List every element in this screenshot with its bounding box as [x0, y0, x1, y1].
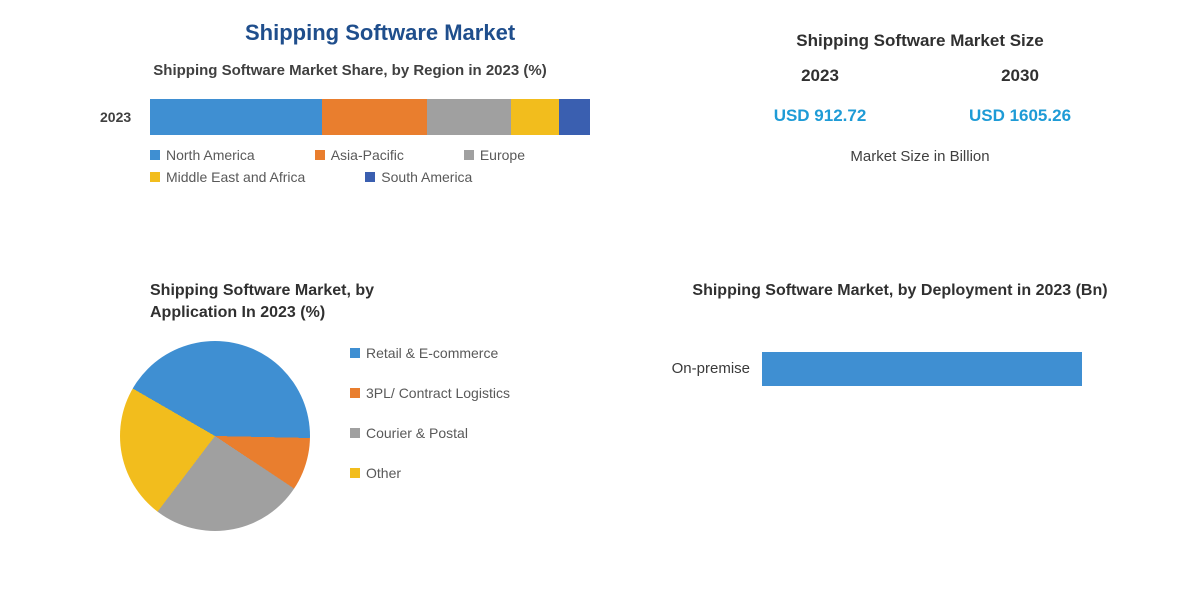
application-chart: Shipping Software Market, by Application… — [120, 280, 580, 531]
legend-swatch — [350, 388, 360, 398]
page-title: Shipping Software Market — [245, 20, 515, 46]
deployment-rows: On-premise — [650, 352, 1150, 386]
application-chart-title: Shipping Software Market, by Application… — [150, 280, 450, 323]
legend-swatch — [464, 150, 474, 160]
legend-swatch — [350, 348, 360, 358]
size-subtitle: Market Size in Billion — [720, 148, 1120, 165]
legend-item: Retail & E-commerce — [350, 345, 510, 361]
legend-label: Courier & Postal — [366, 425, 468, 441]
size-year: 2030 — [940, 66, 1100, 86]
region-segment — [150, 99, 322, 135]
region-legend: North America Asia-Pacific Europe Middle Ea… — [150, 147, 590, 185]
region-share-chart: Shipping Software Market Share, by Regio… — [100, 60, 600, 185]
size-year: 2023 — [740, 66, 900, 86]
size-panel-title: Shipping Software Market Size — [720, 30, 1120, 52]
legend-item: Courier & Postal — [350, 425, 510, 441]
region-segment — [511, 99, 559, 135]
region-chart-title: Shipping Software Market Share, by Regio… — [100, 60, 600, 81]
deployment-chart-title: Shipping Software Market, by Deployment … — [650, 280, 1150, 302]
region-segment — [427, 99, 511, 135]
legend-swatch — [350, 468, 360, 478]
deployment-label: On-premise — [650, 360, 750, 377]
legend-item: North America — [150, 147, 255, 163]
legend-item: Europe — [464, 147, 525, 163]
legend-label: North America — [166, 147, 255, 163]
region-year-label: 2023 — [100, 109, 140, 125]
size-value: USD 1605.26 — [940, 106, 1100, 126]
legend-label: 3PL/ Contract Logistics — [366, 385, 510, 401]
legend-label: Middle East and Africa — [166, 169, 305, 185]
legend-item: South America — [365, 169, 472, 185]
legend-swatch — [350, 428, 360, 438]
deployment-chart: Shipping Software Market, by Deployment … — [650, 280, 1150, 386]
deployment-row: On-premise — [650, 352, 1150, 386]
size-col-2030: 2030 USD 1605.26 — [940, 66, 1100, 126]
legend-label: Asia-Pacific — [331, 147, 404, 163]
application-pie — [120, 341, 310, 531]
size-columns: 2023 USD 912.72 2030 USD 1605.26 — [720, 66, 1120, 126]
legend-item: 3PL/ Contract Logistics — [350, 385, 510, 401]
legend-swatch — [150, 172, 160, 182]
size-value: USD 912.72 — [740, 106, 900, 126]
legend-item: Asia-Pacific — [315, 147, 404, 163]
size-col-2023: 2023 USD 912.72 — [740, 66, 900, 126]
application-legend: Retail & E-commerce 3PL/ Contract Logisti… — [350, 341, 510, 531]
legend-item: Middle East and Africa — [150, 169, 305, 185]
region-bar-row: 2023 — [100, 99, 600, 135]
legend-swatch — [315, 150, 325, 160]
region-stacked-bar — [150, 99, 590, 135]
legend-swatch — [365, 172, 375, 182]
legend-label: Europe — [480, 147, 525, 163]
legend-label: Other — [366, 465, 401, 481]
deployment-bar — [762, 352, 1082, 386]
market-size-panel: Shipping Software Market Size 2023 USD 9… — [720, 30, 1120, 165]
legend-swatch — [150, 150, 160, 160]
legend-label: South America — [381, 169, 472, 185]
region-segment — [559, 99, 590, 135]
region-segment — [322, 99, 428, 135]
legend-item: Other — [350, 465, 510, 481]
legend-label: Retail & E-commerce — [366, 345, 498, 361]
